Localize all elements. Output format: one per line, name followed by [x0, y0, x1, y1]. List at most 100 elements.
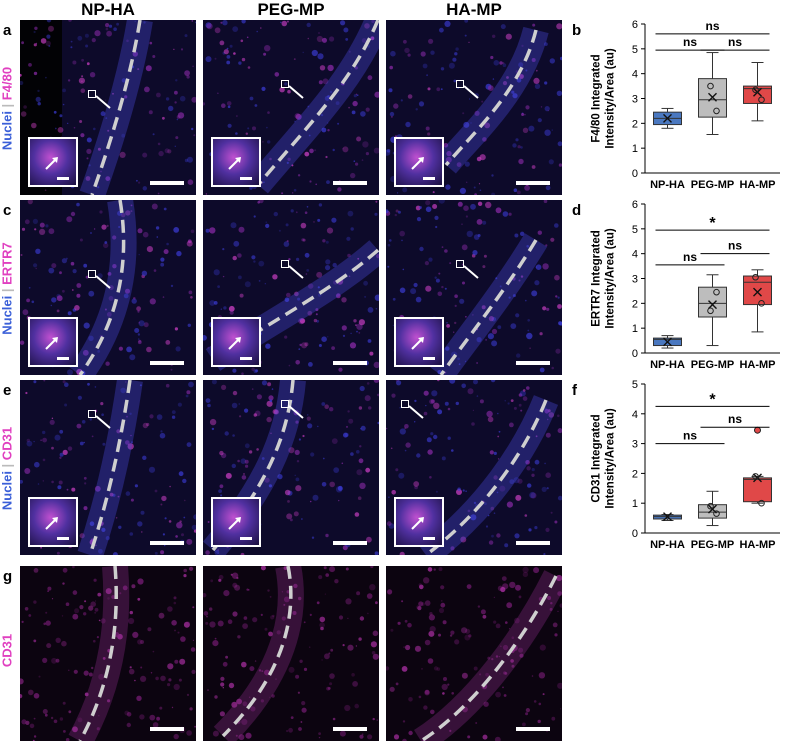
panel-letter-a: a — [3, 22, 12, 39]
zoom-region-marker — [88, 90, 96, 98]
micrograph-a-1 — [20, 20, 196, 195]
y-axis-label-line: ERTR7 Integrated — [591, 230, 603, 327]
row-label-g: CD31 — [0, 561, 15, 741]
micrograph-g-3 — [386, 566, 562, 741]
arrow-icon — [228, 157, 252, 180]
significance-label: * — [709, 391, 716, 408]
significance-label: ns — [683, 250, 697, 264]
box-peg-mp — [698, 286, 727, 318]
y-tick-label: 3 — [632, 94, 638, 106]
x-tick-label: HA-MP — [739, 359, 775, 371]
micrograph-a-3 — [386, 20, 562, 195]
nuclei-label: Nuclei — [0, 111, 15, 151]
data-point — [752, 273, 759, 281]
x-tick-label: PEG-MP — [691, 539, 734, 551]
box-peg-mp — [698, 504, 727, 519]
data-point — [752, 473, 759, 480]
inset-zoom — [394, 137, 444, 187]
arrow-icon — [463, 85, 479, 99]
row-label-a: Nuclei | F4/80 — [0, 19, 15, 199]
chart-f4-80: F4/80 Integrated Intensity/Area (au) 0 1 2 3 4… — [591, 19, 780, 191]
nuclei-label: Nuclei — [0, 471, 15, 511]
data-point — [713, 107, 720, 115]
box-ha-mp — [743, 275, 772, 306]
data-point — [707, 82, 714, 90]
x-tick-label: PEG-MP — [691, 179, 734, 191]
panel-letter-e: e — [3, 382, 12, 399]
y-tick-label: 0 — [632, 168, 638, 180]
mean-marker — [708, 504, 717, 514]
scale-bar — [333, 181, 367, 185]
panel-letter-f: f — [572, 382, 577, 399]
y-axis-label: CD31 Integrated Intensity/Area (au) — [591, 408, 617, 508]
arrow-icon — [45, 157, 69, 180]
significance-label: ns — [683, 429, 697, 443]
box-ha-mp — [743, 477, 772, 503]
panel-letter-g: g — [3, 568, 13, 585]
mean-marker — [708, 92, 717, 102]
inset-zoom — [28, 137, 78, 187]
micrograph-g-2 — [203, 566, 379, 741]
x-tick-label: HA-MP — [739, 539, 775, 551]
y-tick-label: 2 — [632, 298, 638, 310]
outlier-point — [754, 426, 761, 434]
scale-bar — [333, 541, 367, 545]
marker-label: ERTR7 — [0, 242, 15, 285]
arrow-icon — [288, 265, 304, 279]
inset-zoom — [394, 497, 444, 547]
data-point — [758, 96, 765, 104]
arrow-icon — [45, 337, 69, 360]
y-axis-label-line: CD31 Integrated — [591, 414, 603, 502]
significance-label: ns — [728, 412, 742, 426]
micrograph-c-2 — [203, 200, 379, 375]
zoom-region-marker — [401, 400, 409, 408]
inset-zoom — [211, 137, 261, 187]
label-separator: | — [0, 100, 15, 112]
data-point — [758, 499, 765, 507]
y-tick-label: 4 — [632, 69, 638, 81]
y-tick-label: 4 — [632, 249, 638, 261]
zoom-region-marker — [456, 80, 464, 88]
micrograph-e-2 — [203, 380, 379, 555]
scale-bar — [150, 361, 184, 365]
box-peg-mp — [698, 78, 727, 118]
column-header-peg-mp: PEG-MP — [257, 0, 325, 19]
y-tick-label: 2 — [632, 118, 638, 130]
inset-zoom — [394, 317, 444, 367]
significance-label: ns — [728, 239, 742, 253]
y-tick-label: 6 — [632, 19, 638, 31]
y-axis-label: F4/80 Integrated Intensity/Area (au) — [591, 48, 617, 148]
mean-marker — [663, 337, 672, 347]
y-tick-label: 0 — [632, 528, 638, 540]
scale-bar — [150, 727, 184, 731]
data-point — [707, 307, 714, 315]
y-axis-label: ERTR7 Integrated Intensity/Area (au) — [591, 228, 617, 328]
y-tick-label: 1 — [632, 323, 638, 335]
y-tick-label: 1 — [632, 143, 638, 155]
x-tick-label: PEG-MP — [691, 359, 734, 371]
zoom-region-marker — [281, 80, 289, 88]
panel-letter-c: c — [3, 202, 12, 219]
scale-bar — [516, 181, 550, 185]
scale-bar — [150, 541, 184, 545]
scale-bar — [333, 361, 367, 365]
inset-zoom — [28, 497, 78, 547]
scale-bar — [150, 181, 184, 185]
micrograph-c-1 — [20, 200, 196, 375]
column-header-np-ha: NP-HA — [81, 0, 135, 19]
y-axis-label-line: F4/80 Integrated — [591, 54, 603, 142]
arrow-icon — [408, 405, 424, 419]
panel-letter-b: b — [572, 22, 582, 39]
data-point — [713, 510, 720, 517]
inset-zoom — [28, 317, 78, 367]
nuclei-label: Nuclei — [0, 295, 15, 335]
zoom-region-marker — [281, 260, 289, 268]
data-point — [707, 502, 714, 510]
y-axis-label-line: Intensity/Area (au) — [605, 228, 617, 328]
data-point — [758, 300, 765, 307]
micrograph-e-1 — [20, 380, 196, 555]
y-tick-label: 6 — [632, 199, 638, 211]
marker-label: CD31 — [0, 633, 15, 668]
micrograph-e-3 — [386, 380, 562, 555]
label-separator: | — [0, 460, 15, 472]
